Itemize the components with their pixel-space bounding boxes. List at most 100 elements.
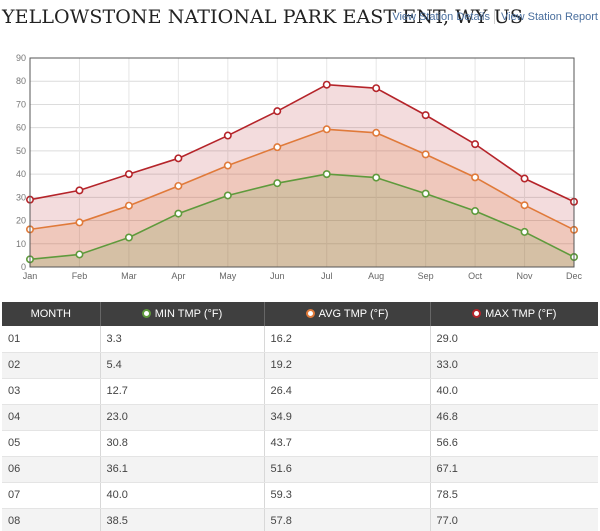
x-tick-label: Apr <box>171 271 185 281</box>
data-point-min <box>174 209 183 218</box>
avg-cell: 57.8 <box>263 508 430 531</box>
data-point-min <box>421 189 430 198</box>
data-point-min <box>223 191 232 200</box>
series-line-max <box>29 83 575 203</box>
x-tick-label: Aug <box>368 271 384 281</box>
data-point-min <box>372 173 381 182</box>
column-header-min[interactable]: MIN TMP (°F) <box>99 302 264 326</box>
x-tick-label: Dec <box>566 271 583 281</box>
min-cell: 5.4 <box>99 352 264 379</box>
data-point-avg <box>174 181 183 190</box>
series-line-min <box>29 173 575 261</box>
data-point-avg <box>75 218 84 227</box>
view-station-details-link[interactable]: View Station Details <box>392 10 490 23</box>
avg-cell: 26.4 <box>263 378 430 405</box>
y-tick-label: 50 <box>16 146 26 156</box>
avg-cell: 34.9 <box>263 404 430 431</box>
min-legend-dot-icon <box>141 309 151 318</box>
y-tick-label: 20 <box>16 216 26 226</box>
table-row: 03 12.7 26.4 40.0 <box>2 378 598 405</box>
data-point-avg <box>223 161 232 170</box>
data-point-max <box>372 84 381 93</box>
plot-border <box>29 57 575 268</box>
avg-cell: 43.7 <box>263 430 430 457</box>
month-cell: 06 <box>2 456 100 483</box>
view-station-report-link[interactable]: View Station Report <box>500 10 598 23</box>
table-row: 02 5.4 19.2 33.0 <box>2 352 598 379</box>
column-header-label: MONTH <box>30 308 71 320</box>
table-row: 05 30.8 43.7 56.6 <box>2 430 598 457</box>
month-cell: 04 <box>2 404 100 431</box>
x-tick-label: May <box>219 271 237 281</box>
max-cell: 46.8 <box>429 404 598 431</box>
table-row: 04 23.0 34.9 46.8 <box>2 404 598 431</box>
table-row: 06 36.1 51.6 67.1 <box>2 456 598 483</box>
column-header-avg[interactable]: AVG TMP (°F) <box>263 302 430 326</box>
x-tick-label: Nov <box>517 271 534 281</box>
y-tick-label: 10 <box>16 239 26 249</box>
data-point-avg <box>273 143 282 152</box>
max-cell: 56.6 <box>429 430 598 457</box>
avg-legend-dot-icon <box>305 309 315 318</box>
column-header-month[interactable]: MONTH <box>2 302 100 326</box>
min-cell: 12.7 <box>99 378 264 405</box>
column-header-label: MIN TMP (°F) <box>154 308 223 320</box>
table-row: 07 40.0 59.3 78.5 <box>2 482 598 509</box>
x-tick-label: Jul <box>321 271 333 281</box>
data-point-min <box>322 170 331 179</box>
y-tick-label: 80 <box>16 76 26 86</box>
x-tick-label: Jan <box>23 271 38 281</box>
min-cell: 36.1 <box>99 456 264 483</box>
station-title: YELLOWSTONE NATIONAL PARK EAST ENT, WY U… <box>2 6 523 28</box>
avg-cell: 19.2 <box>263 352 430 379</box>
data-point-max <box>223 131 232 140</box>
min-cell: 40.0 <box>99 482 264 509</box>
data-point-min <box>273 179 282 188</box>
x-tick-label: Jun <box>270 271 285 281</box>
data-point-avg <box>372 128 381 137</box>
data-point-max <box>421 111 430 120</box>
max-cell: 77.0 <box>429 508 598 531</box>
y-tick-label: 60 <box>16 123 26 133</box>
data-point-avg <box>322 125 331 134</box>
max-cell: 67.1 <box>429 456 598 483</box>
page-header: YELLOWSTONE NATIONAL PARK EAST ENT, WY U… <box>0 0 600 40</box>
y-tick-label: 90 <box>16 53 26 63</box>
data-point-avg <box>421 150 430 159</box>
month-cell: 03 <box>2 378 100 405</box>
y-tick-label: 40 <box>16 169 26 179</box>
data-point-max <box>322 80 331 89</box>
column-header-label: AVG TMP (°F) <box>318 308 389 320</box>
data-point-avg <box>520 201 529 210</box>
data-point-max <box>124 170 133 179</box>
month-cell: 05 <box>2 430 100 457</box>
month-cell: 01 <box>2 326 100 353</box>
min-cell: 30.8 <box>99 430 264 457</box>
data-point-max <box>471 140 480 149</box>
column-header-max[interactable]: MAX TMP (°F) <box>429 302 598 326</box>
max-cell: 78.5 <box>429 482 598 509</box>
table-row: 08 38.5 57.8 77.0 <box>2 508 598 531</box>
avg-cell: 16.2 <box>263 326 430 353</box>
data-point-avg <box>124 201 133 210</box>
temperature-chart: 0 10 20 30 40 50 60 70 80 90 Jan Feb Mar Apr May Jun Jul… <box>16 53 583 281</box>
series-area-avg <box>30 129 574 267</box>
column-header-label: MAX TMP (°F) <box>485 308 557 320</box>
series-line-avg <box>29 128 575 231</box>
data-point-min <box>124 233 133 242</box>
min-cell: 38.5 <box>99 508 264 531</box>
y-tick-label: 0 <box>21 262 26 272</box>
x-tick-label: Mar <box>121 271 137 281</box>
table-row: 01 3.3 16.2 29.0 <box>2 326 598 353</box>
series-area-max <box>30 84 574 267</box>
header-links: View Station Details View Station Report <box>392 10 598 24</box>
month-cell: 02 <box>2 352 100 379</box>
max-cell: 29.0 <box>429 326 598 353</box>
temperature-table: MONTH MIN TMP (°F) AVG TMP (°F) MAX TMP … <box>2 302 598 531</box>
data-point-max <box>273 107 282 116</box>
x-tick-label: Feb <box>72 271 88 281</box>
max-cell: 33.0 <box>429 352 598 379</box>
min-cell: 23.0 <box>99 404 264 431</box>
data-point-max <box>75 186 84 195</box>
data-point-min <box>520 227 529 236</box>
